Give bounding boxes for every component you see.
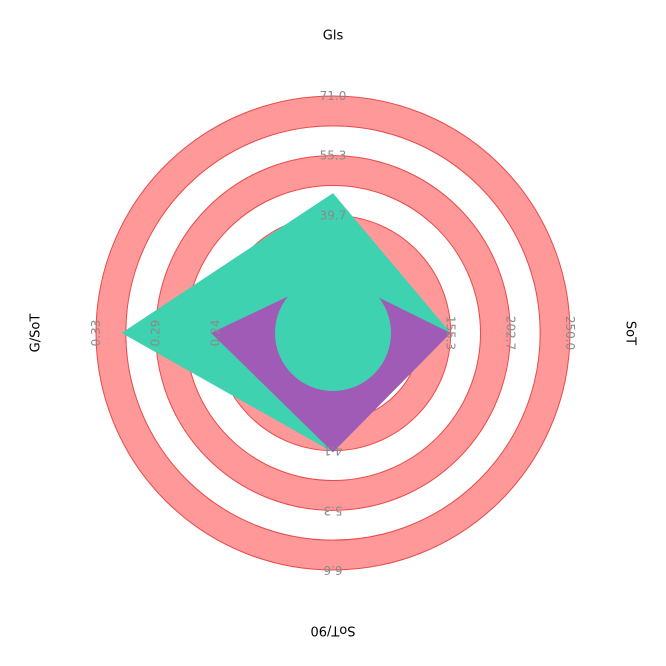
tick-label: 39.7 [320, 208, 347, 222]
tick-label: 0.24 [208, 320, 222, 347]
axis-label: SoT/90 [310, 623, 355, 638]
tick-labels: 39.7 55.3 71.0 155.3 202.7 250.0 4.1 5.3 6.6 0.24… [89, 89, 577, 577]
tick-label: 0.33 [89, 320, 103, 347]
tick-label: 0.29 [149, 320, 163, 347]
tick-label: 202.7 [503, 316, 517, 350]
tick-label: 5.3 [323, 503, 342, 517]
axis-labels: Gls SoT SoT/90 G/SoT [29, 29, 638, 638]
radar-series [121, 193, 451, 453]
tick-label: 71.0 [320, 89, 347, 103]
tick-label: 155.3 [444, 316, 458, 350]
axis-label: G/SoT [29, 314, 44, 353]
series-center-disc [275, 275, 391, 391]
tick-label: 55.3 [320, 149, 347, 163]
axis-label: SoT [623, 321, 638, 345]
tick-label: 250.0 [563, 316, 577, 350]
tick-label: 4.1 [323, 444, 342, 458]
axis-label: Gls [323, 29, 344, 44]
tick-label: 6.6 [323, 563, 342, 577]
